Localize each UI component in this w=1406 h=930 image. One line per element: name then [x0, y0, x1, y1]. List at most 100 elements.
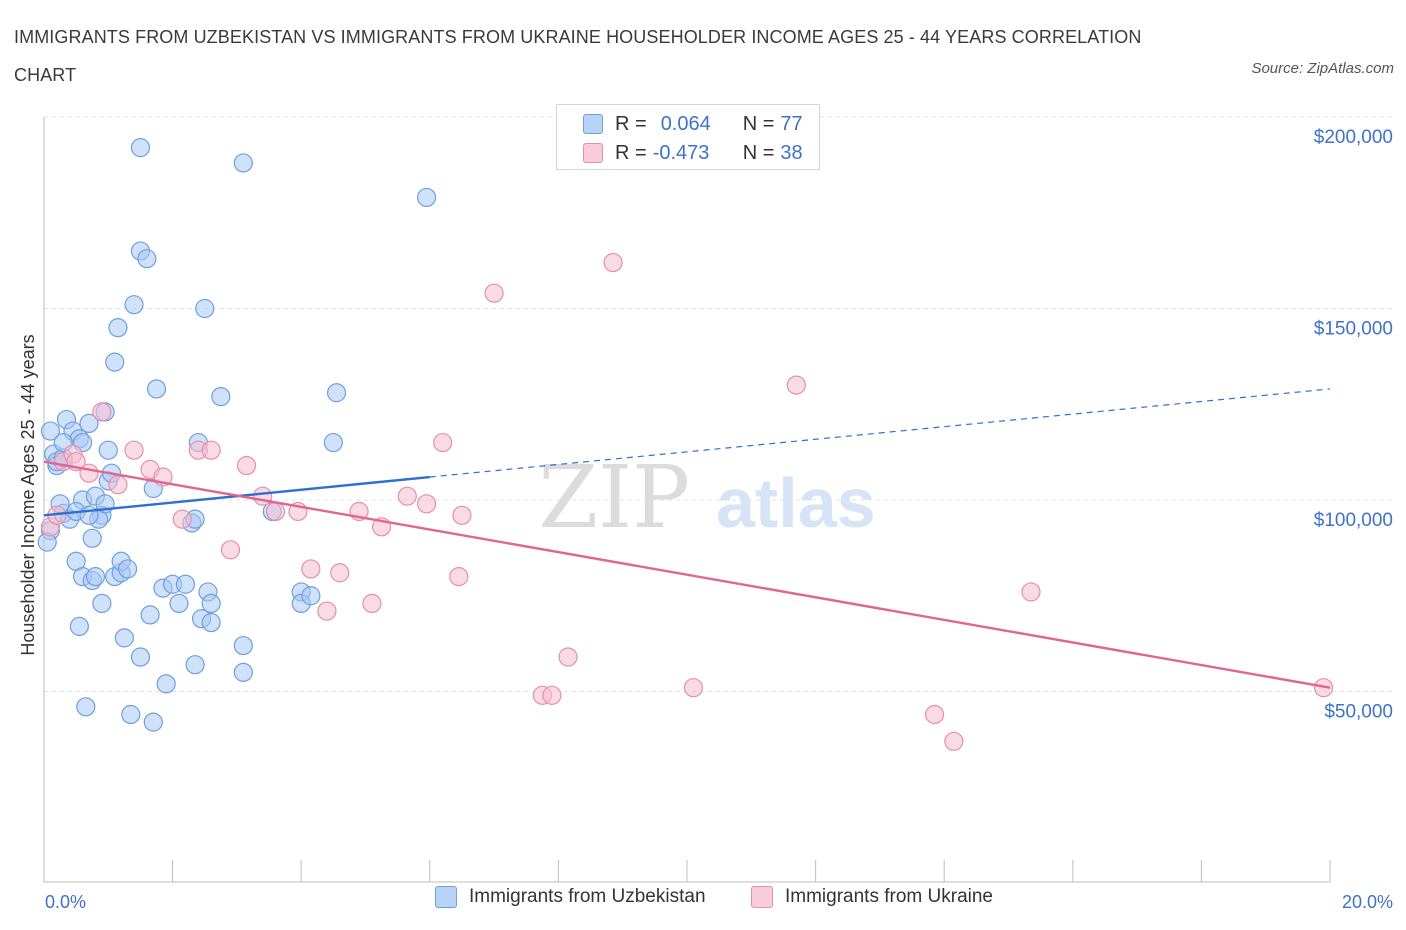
uzbekistan-point: [137, 249, 157, 269]
ukraine-legend-swatch: [751, 886, 773, 908]
ukraine-point: [172, 509, 192, 529]
uzbekistan-swatch: [583, 114, 603, 134]
n-value: 38: [780, 141, 803, 164]
ukraine-point: [92, 402, 112, 422]
source-label: Source: ZipAtlas.com: [1251, 60, 1394, 77]
uzbekistan-legend-swatch: [435, 886, 457, 908]
uzbekistan-point: [121, 704, 141, 725]
ukraine-point: [603, 252, 623, 273]
uzbekistan-point: [201, 612, 221, 633]
uzbekistan-point: [146, 379, 167, 399]
ukraine-point: [397, 486, 417, 506]
uzbekistan-point: [69, 616, 89, 636]
r-value: 0.064: [660, 112, 711, 135]
uzbekistan-point: [130, 647, 151, 667]
uzbekistan-point: [105, 352, 125, 372]
stats-row-ukraine: R = -0.473 N = 38: [583, 138, 803, 168]
uzbekistan-point: [85, 566, 106, 587]
ukraine-point: [786, 375, 806, 395]
uzbekistan-point: [143, 712, 163, 732]
uzbekistan-point: [140, 605, 160, 625]
axes: [43, 117, 1331, 883]
y-tick-label: $200,000: [1314, 127, 1393, 148]
uzbekistan-point: [326, 383, 347, 403]
ukraine-point: [220, 540, 241, 560]
y-axis-title: Householder Income Ages 25 - 44 years: [18, 334, 38, 655]
legend-label-ukraine: Immigrants from Ukraine: [785, 886, 993, 907]
uzbekistan-point: [323, 432, 343, 453]
uzbekistan-point: [76, 697, 96, 717]
ukraine-point: [1021, 582, 1041, 602]
stats-legend: R = 0.064 N = 77 R = -0.473 N = 38: [556, 104, 820, 170]
trend-lines: [43, 388, 1331, 689]
stats-row-uzbekistan: R = 0.064 N = 77: [583, 109, 803, 139]
uzbekistan-point: [40, 421, 61, 441]
chart-title: IMMIGRANTS FROM UZBEKISTAN VS IMMIGRANTS…: [14, 27, 1142, 85]
legend-label-uzbekistan: Immigrants from Uzbekistan: [469, 886, 706, 907]
ukraine-point: [79, 463, 99, 483]
watermark-zip: ZIP: [538, 448, 690, 548]
r-label: R =: [615, 112, 647, 135]
y-tick-label: $150,000: [1314, 319, 1393, 340]
tick-labels: $50,000 $100,000 $150,000 $200,000 0.0% 20.0%: [45, 127, 1393, 912]
ukraine-point: [452, 505, 472, 525]
grid-lines: [44, 116, 1395, 692]
ukraine-point: [542, 685, 562, 705]
series-legend: Immigrants from Uzbekistan Immigrants fr…: [0, 886, 1406, 916]
uzbekistan-trend-extension: [429, 388, 1331, 478]
n-label: N =: [742, 112, 775, 135]
ukraine-swatch: [583, 143, 603, 163]
uzbekistan-point: [201, 593, 221, 614]
uzbekistan-point: [82, 528, 102, 548]
uzbekistan-point: [195, 298, 215, 319]
watermark: ZIP atlas: [538, 448, 875, 548]
uzbekistan-point: [301, 586, 321, 606]
uzbekistan-point: [108, 318, 128, 338]
legend-item-ukraine: Immigrants from Ukraine: [751, 886, 993, 908]
uzbekistan-point: [211, 386, 231, 407]
uzbekistan-point: [130, 138, 151, 158]
x-tick-label: 20.0%: [1342, 892, 1393, 912]
uzbekistan-point: [114, 628, 134, 648]
ukraine-point: [944, 731, 964, 751]
ukraine-point: [301, 559, 321, 579]
r-value: -0.473: [652, 141, 710, 164]
x-tick-label: 0.0%: [45, 892, 86, 912]
uzbekistan-point: [416, 187, 437, 208]
n-value: 77: [780, 112, 803, 135]
uzbekistan-point: [156, 674, 176, 694]
ukraine-point: [124, 440, 144, 460]
uzbekistan-point: [79, 505, 99, 525]
ukraine-point: [201, 440, 221, 460]
ukraine-point: [449, 566, 469, 587]
ukraine-point: [236, 455, 257, 476]
ukraine-point: [683, 678, 704, 698]
legend-item-uzbekistan: Immigrants from Uzbekistan: [435, 886, 706, 908]
ukraine-point: [924, 704, 945, 725]
y-tick-label: $50,000: [1324, 702, 1393, 723]
uzbekistan-point: [185, 655, 205, 675]
ukraine-point: [108, 475, 128, 495]
y-tick-label: $100,000: [1314, 510, 1393, 531]
uzbekistan-point: [124, 295, 144, 315]
uzbekistan-point: [79, 413, 99, 433]
ukraine-point: [317, 601, 337, 621]
uzbekistan-point: [169, 593, 189, 614]
r-label: R =: [615, 141, 647, 164]
watermark-atlas: atlas: [716, 464, 876, 542]
ukraine-point: [484, 283, 504, 303]
uzbekistan-point: [233, 153, 253, 173]
ukraine-point: [362, 593, 382, 614]
ukraine-point: [253, 486, 273, 506]
uzbekistan-point: [92, 593, 112, 614]
ukraine-point: [416, 494, 437, 514]
uzbekistan-point: [175, 574, 196, 594]
uzbekistan-point: [98, 440, 118, 460]
ukraine-trend-line: [43, 460, 1331, 689]
uzbekistan-point: [233, 635, 253, 656]
uzbekistan-point: [233, 662, 253, 682]
data-points: [37, 138, 1334, 751]
ukraine-point: [330, 563, 350, 583]
n-label: N =: [742, 141, 775, 164]
